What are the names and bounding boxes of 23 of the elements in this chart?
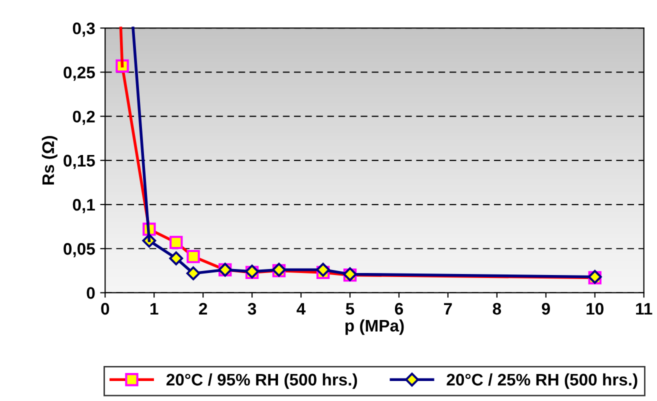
x-tick-label: 1 — [150, 303, 158, 315]
x-tick-label: 7 — [444, 303, 452, 315]
x-axis-title: p (MPa) — [346, 319, 404, 335]
x-tick-label: 11 — [636, 303, 652, 315]
x-tick-label: 2 — [199, 302, 208, 315]
x-tick-label: 4 — [296, 303, 306, 315]
x-tick-label: 0 — [101, 302, 110, 315]
legend-label: 20°C / 25% RH (500 hrs.) — [446, 373, 638, 389]
y-tick-label: 0,05 — [64, 243, 95, 258]
y-axis-title: Rs (Ω) — [42, 136, 58, 184]
x-tick-label: 6 — [394, 302, 404, 315]
y-tick-label: 0,1 — [72, 198, 95, 214]
x-tick-label: 5 — [346, 303, 354, 315]
x-tick-label: 9 — [542, 302, 550, 315]
y-tick-label: 0,25 — [64, 66, 95, 81]
legend-label: 20°C / 95% RH (500 hrs.) — [166, 373, 358, 389]
x-tick-label: 10 — [586, 302, 604, 315]
y-tick-label: 0,15 — [64, 154, 95, 170]
x-tick-label: 3 — [248, 302, 256, 315]
x-tick-label: 8 — [492, 302, 502, 315]
y-tick-label: 0 — [86, 287, 95, 299]
y-tick-label: 0,3 — [72, 22, 95, 37]
y-tick-label: 0,2 — [72, 110, 95, 125]
